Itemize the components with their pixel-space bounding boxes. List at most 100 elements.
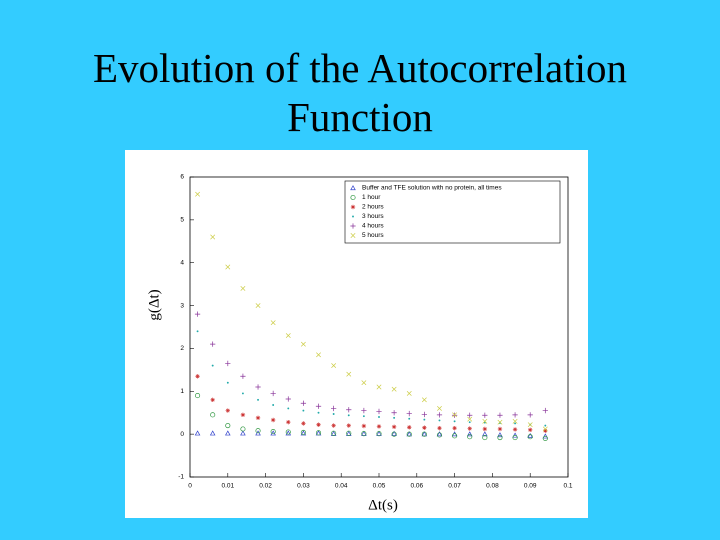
data-point: [285, 333, 291, 339]
data-point: [497, 426, 503, 432]
data-point: [211, 364, 214, 367]
data-point: [436, 431, 443, 437]
data-point: [361, 423, 367, 429]
data-point: [406, 431, 412, 437]
data-point: [257, 398, 259, 401]
data-point: [378, 416, 380, 418]
data-point: [225, 423, 231, 429]
data-point: [542, 426, 548, 432]
data-point: [361, 407, 367, 414]
data-point: [376, 424, 382, 429]
data-point: [467, 416, 473, 422]
data-point: [406, 410, 412, 417]
data-point: [317, 411, 320, 414]
data-point: [543, 428, 548, 433]
data-point: [194, 311, 201, 317]
legend-marker: [350, 233, 356, 238]
data-point: [467, 412, 473, 418]
data-point: [240, 412, 246, 418]
data-point: [421, 431, 427, 437]
data-point: [285, 430, 292, 436]
data-point: [497, 435, 503, 441]
data-point: [376, 431, 382, 437]
x-tick-label: 0.03: [297, 483, 310, 490]
data-point: [346, 430, 352, 436]
data-point: [422, 425, 427, 430]
data-point: [209, 430, 216, 436]
data-point: [316, 422, 321, 427]
data-point: [482, 418, 488, 424]
data-point: [391, 410, 397, 416]
data-point: [512, 435, 518, 441]
legend-marker: [350, 185, 356, 191]
data-point: [210, 341, 216, 347]
data-point: [376, 430, 382, 436]
legend-label: 2 hours: [362, 204, 384, 211]
data-point: [527, 412, 533, 418]
data-point: [346, 423, 351, 428]
data-point: [255, 303, 261, 309]
data-point: [438, 419, 441, 422]
data-point: [210, 234, 216, 240]
data-point: [195, 393, 201, 399]
data-point: [527, 422, 533, 428]
data-point: [331, 405, 337, 412]
data-point: [210, 412, 216, 418]
data-point: [225, 264, 231, 270]
x-tick-label: 0.01: [221, 483, 234, 490]
x-tick-label: 0: [188, 483, 192, 490]
data-point: [527, 432, 533, 438]
legend-label: Buffer and TFE solution with no protein,…: [362, 185, 502, 192]
data-point: [512, 427, 518, 432]
y-tick-label: 2: [180, 345, 184, 352]
data-point: [482, 435, 488, 441]
data-point: [497, 419, 503, 425]
data-point: [315, 430, 322, 436]
x-axis-label: Δt(s): [368, 497, 398, 513]
data-point: [286, 419, 291, 425]
x-tick-label: 0.05: [373, 483, 386, 490]
data-point: [468, 421, 471, 424]
legend-label: 1 hour: [362, 194, 381, 201]
data-point: [528, 427, 533, 433]
data-point: [423, 418, 426, 421]
data-point: [497, 412, 503, 418]
data-point: [300, 341, 306, 347]
x-tick-label: 0.02: [259, 483, 272, 490]
data-point: [542, 407, 548, 414]
data-point: [452, 425, 457, 431]
data-point: [270, 429, 276, 435]
data-point: [194, 430, 201, 436]
legend-label: 3 hours: [362, 213, 384, 220]
data-point: [225, 430, 231, 436]
data-point: [332, 413, 335, 415]
data-point: [376, 384, 382, 390]
data-point: [527, 434, 533, 440]
data-point: [270, 430, 276, 436]
data-point: [225, 408, 230, 413]
data-point: [285, 396, 291, 402]
data-point: [240, 373, 246, 379]
data-point: [255, 384, 261, 390]
data-point: [512, 412, 518, 418]
data-point: [482, 431, 488, 437]
data-point: [391, 431, 397, 437]
legend-marker: [350, 194, 356, 201]
data-point: [391, 386, 397, 392]
data-point: [272, 404, 275, 406]
data-point: [497, 432, 503, 438]
data-point: [393, 416, 396, 419]
y-tick-label: -1: [178, 474, 184, 481]
data-point: [437, 405, 442, 411]
data-point: [436, 432, 443, 438]
data-point: [361, 430, 367, 436]
y-tick-label: 6: [180, 174, 184, 181]
data-point: [210, 397, 215, 403]
data-point: [195, 374, 200, 379]
x-tick-label: 0.08: [486, 483, 499, 490]
x-tick-label: 0.07: [448, 483, 461, 490]
data-point: [241, 392, 244, 395]
data-point: [362, 415, 365, 418]
x-tick-label: 0.1: [563, 483, 572, 490]
data-point: [436, 412, 443, 418]
